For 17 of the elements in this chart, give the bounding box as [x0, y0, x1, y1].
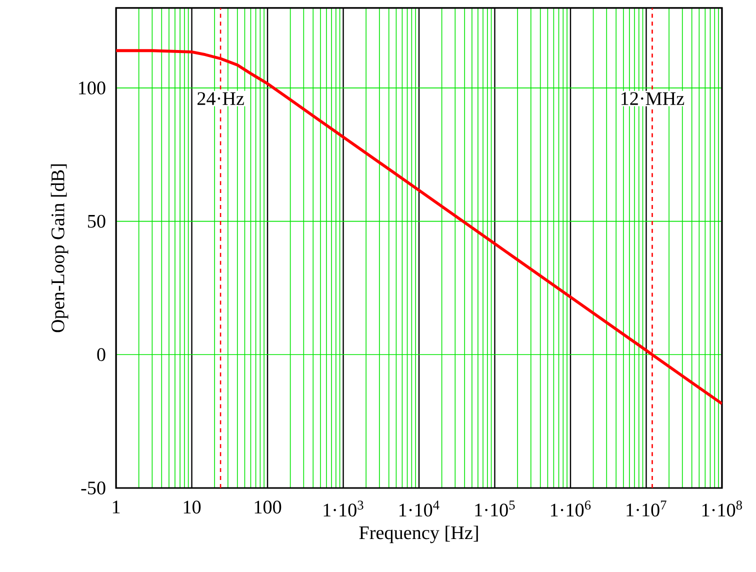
x-tick-label: 1: [112, 500, 120, 514]
x-tick-label: 1·10$^{4}$: [400, 500, 440, 517]
y-tick-label: 100: [79, 82, 106, 94]
y-axis-title: Open-Loop Gain [dB]: [50, 164, 68, 332]
ref-line-label: 12·MHz: [622, 92, 684, 105]
x-tick-label: 100: [254, 500, 282, 514]
x-tick-label: 10: [184, 500, 201, 514]
y-tick-label: 50: [88, 214, 106, 228]
x-tick-label: 1·10$^{6}$: [550, 500, 591, 517]
x-tick-label: 1·10$^{7}$: [626, 500, 666, 517]
x-tick-label: 1·10$^{3}$: [324, 500, 364, 517]
x-tick-label: 1·10$^{5}$: [475, 500, 515, 517]
x-axis-title: Frequency [Hz]: [359, 526, 478, 544]
y-tick-label: -50: [81, 482, 106, 494]
y-tick-label: 0: [97, 348, 106, 362]
ref-line-label: 24·Hz: [198, 92, 244, 105]
x-tick-label: 1·10$^{8}$: [702, 500, 742, 517]
